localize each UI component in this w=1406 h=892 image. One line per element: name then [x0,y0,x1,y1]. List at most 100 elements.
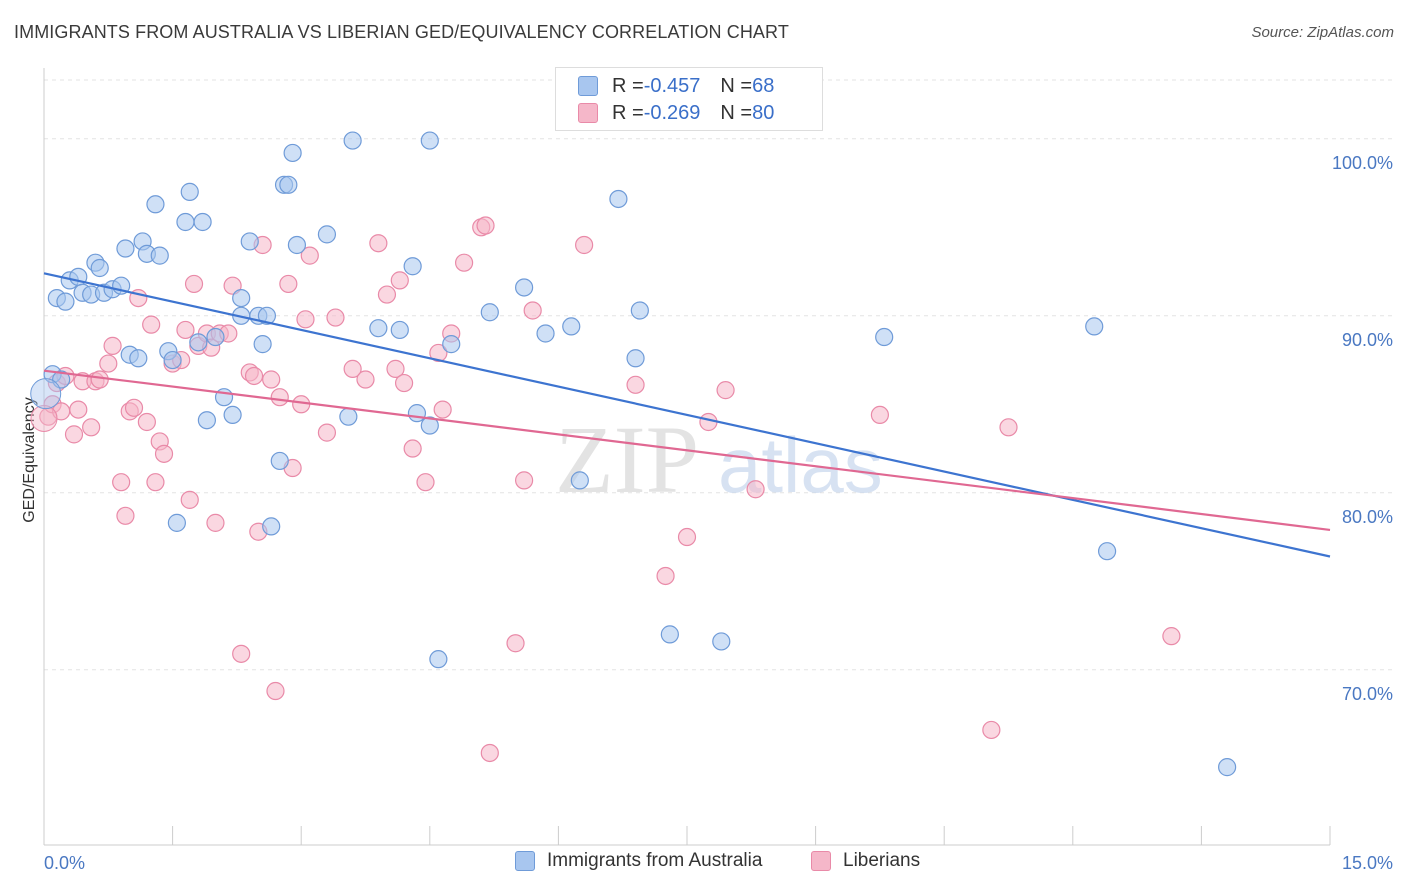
data-point-australia [660,625,679,644]
data-point-australia [420,131,439,150]
data-point-liberians [82,418,101,437]
data-point-australia [90,258,109,278]
r-value-australia: -0.457 [643,74,701,97]
data-point-australia [570,471,589,490]
trend-lines [43,272,1331,558]
data-point-australia [56,292,75,311]
data-point-liberians [112,473,131,492]
y-tick-label: 100.0% [1332,153,1393,173]
data-point-liberians [69,400,88,419]
data-point-australia [197,411,216,430]
data-point-liberians [343,359,362,378]
data-point-liberians [270,388,289,407]
n-value-liberians: 80 [752,101,775,124]
data-point-australia [420,416,439,435]
data-point-liberians [394,373,414,393]
data-point-liberians [386,359,405,378]
data-point-australia [287,235,307,255]
data-point-australia [1085,317,1104,336]
y-tick-label: 90.0% [1342,330,1393,350]
data-point-australia [257,306,277,325]
legend-item-australia[interactable]: Immigrants from Australia [515,850,762,872]
data-point-liberians [515,471,534,490]
data-point-australia [176,212,195,232]
data-point-australia [146,195,165,214]
data-point-australia [206,327,225,347]
tick-labels: 100.0% 90.0% 80.0% 70.0% 0.0% 15.0% [44,153,1393,873]
data-point-liberians [429,343,448,363]
data-point-liberians [982,720,1001,740]
data-point-liberians [180,490,199,509]
data-point-australia [339,407,358,426]
data-point-liberians [476,216,495,235]
watermark-zip: ZIP [555,406,699,513]
data-point-liberians [279,274,298,294]
data-point-australia [562,317,581,336]
data-point-liberians [377,285,397,304]
data-point-liberians [356,370,375,389]
n-value-australia: 68 [752,74,775,97]
data-point-australia [442,335,461,354]
legend-item-liberians[interactable]: Liberians [811,850,920,872]
series-australia-points [30,131,1237,777]
data-point-australia [609,189,628,209]
legend-label-australia: Immigrants from Australia [547,850,763,871]
data-point-australia [240,232,259,251]
data-point-australia [480,303,499,322]
data-point-liberians [716,381,735,400]
data-point-liberians [124,398,144,417]
data-point-liberians [137,412,156,432]
data-point-australia [407,404,427,423]
data-point-liberians [416,473,435,492]
data-point-liberians [626,375,645,394]
data-point-australia [129,349,148,368]
data-point-liberians [870,405,890,425]
data-point-liberians [146,473,165,492]
data-point-australia [193,212,212,232]
data-point-australia [262,517,281,536]
data-point-australia [150,246,169,265]
data-point-liberians [176,320,195,340]
data-point-australia [369,319,388,338]
data-point-australia [630,301,649,320]
data-point-liberians [64,425,84,444]
data-point-australia [403,257,422,276]
r-value-liberians: -0.269 [643,101,701,124]
stats-legend-row-liberians: R = -0.269 N = 80 [578,100,774,126]
data-point-australia [1097,542,1117,561]
data-point-liberians [326,308,345,327]
data-point-liberians [523,301,542,320]
data-point-liberians [746,480,765,499]
data-point-liberians [1162,627,1181,646]
data-point-australia [626,349,645,368]
data-point-australia [390,320,409,340]
chart-title: IMMIGRANTS FROM AUSTRALIA VS LIBERIAN GE… [14,22,789,42]
data-point-liberians [116,506,135,525]
data-point-liberians [656,566,675,586]
data-point-australia [30,378,62,410]
data-point-australia [270,451,289,471]
stats-legend: R = -0.457 N = 68 R = -0.269 N = 80 [555,67,823,131]
y-axis-label: GED/Equivalency [21,397,38,522]
r-label: R = [612,74,644,97]
data-point-liberians [184,274,204,294]
data-point-liberians [90,370,109,389]
data-point-liberians [154,444,174,463]
data-point-australia [343,131,362,150]
data-point-liberians [206,513,225,532]
data-point-liberians [403,439,422,458]
data-point-liberians [103,336,122,355]
r-label: R = [612,101,644,124]
data-point-liberians [317,423,337,442]
data-point-australia [167,513,186,532]
stats-legend-row-australia: R = -0.457 N = 68 [578,73,774,99]
legend-swatch-australia [578,76,598,96]
n-label: N = [720,74,753,97]
chart-source: Source: ZipAtlas.com [1251,24,1394,41]
x-tick-label-min: 0.0% [44,853,85,873]
data-point-australia [1218,758,1237,777]
data-point-australia [163,350,182,370]
trend-line-australia [43,272,1331,558]
data-point-australia [317,225,337,244]
